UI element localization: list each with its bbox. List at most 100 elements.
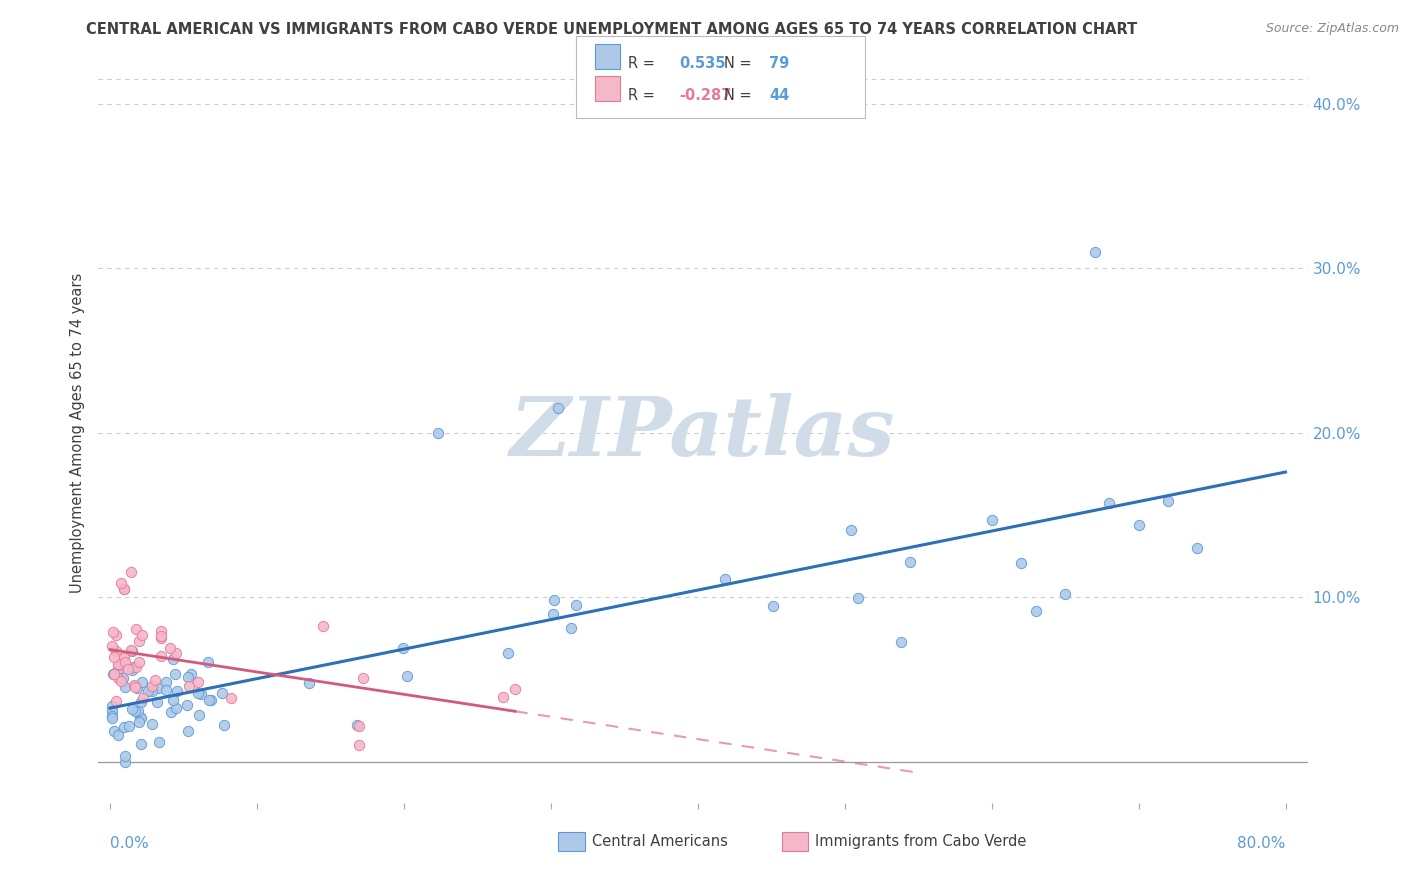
Point [890,635,912,649]
Point [131,691,153,706]
Point [214,718,236,732]
Point [198,693,221,707]
Point [187,675,209,690]
Point [114,748,136,763]
Point [543,592,565,607]
Point [347,738,370,752]
Point [128,656,150,670]
Point [103,723,125,738]
Point [1157,494,1180,508]
Point [713,572,735,586]
Text: R =: R = [628,56,655,71]
Point [150,624,173,638]
Point [143,673,166,688]
Point [846,591,869,605]
Point [179,679,201,693]
Point [110,576,132,591]
Point [141,717,163,731]
Point [105,628,128,642]
Text: 0.535: 0.535 [679,56,725,71]
Bar [558,831,585,851]
Point [165,646,187,660]
Point [100,710,122,724]
Point [352,671,374,685]
Point [1098,496,1121,510]
Point [117,719,139,733]
Point [125,660,148,674]
Point [1187,541,1209,555]
Point [839,523,862,537]
Point [160,705,183,719]
Point [177,723,200,738]
Point [165,700,187,714]
Text: 44: 44 [769,88,789,103]
Point [105,644,128,658]
Point [101,625,124,640]
Point [128,715,150,730]
Text: Immigrants from Cabo Verde: Immigrants from Cabo Verde [815,834,1026,849]
Point [187,686,209,700]
Point [496,646,519,660]
Point [114,755,136,769]
Point [146,695,169,709]
Point [107,661,129,675]
Point [121,644,143,658]
Point [129,695,152,709]
Point [503,681,526,696]
Text: 79: 79 [769,56,789,71]
Text: 0.0%: 0.0% [110,836,149,851]
Point [100,704,122,718]
Point [100,639,122,653]
Point [108,658,131,673]
Point [162,693,184,707]
Point [129,711,152,725]
Point [426,425,449,440]
Point [190,687,212,701]
Point [124,704,146,718]
Point [101,699,124,714]
Point [107,657,129,672]
Point [110,673,132,688]
Point [112,582,135,597]
Point [112,582,135,596]
Point [122,660,145,674]
Point [141,679,163,693]
Point [101,709,124,723]
Text: Central Americans: Central Americans [592,834,728,849]
Point [103,667,125,681]
Point [392,640,415,655]
Point [155,682,177,697]
Point [124,678,146,692]
Point [762,599,785,614]
Point [200,693,222,707]
Point [114,680,136,694]
Point [141,684,163,698]
Point [112,651,135,665]
Point [1054,587,1077,601]
Y-axis label: Unemployment Among Ages 65 to 74 years: Unemployment Among Ages 65 to 74 years [70,272,86,593]
Bar [782,831,808,851]
Point [898,556,921,570]
Point [148,735,170,749]
Point [349,719,371,733]
Point [120,643,142,657]
Point [120,566,142,580]
Point [155,675,177,690]
Point [492,690,515,705]
Point [163,666,186,681]
Point [121,702,143,716]
Point [177,670,200,684]
Point [125,622,148,636]
Point [346,717,368,731]
Point [114,655,136,669]
Point [159,640,181,655]
Point [131,628,153,642]
Point [103,666,125,681]
Point [103,649,125,664]
Point [180,666,202,681]
Point [111,671,134,685]
Point [547,401,569,415]
Point [188,708,211,723]
Point [149,648,172,663]
Point [136,684,159,698]
